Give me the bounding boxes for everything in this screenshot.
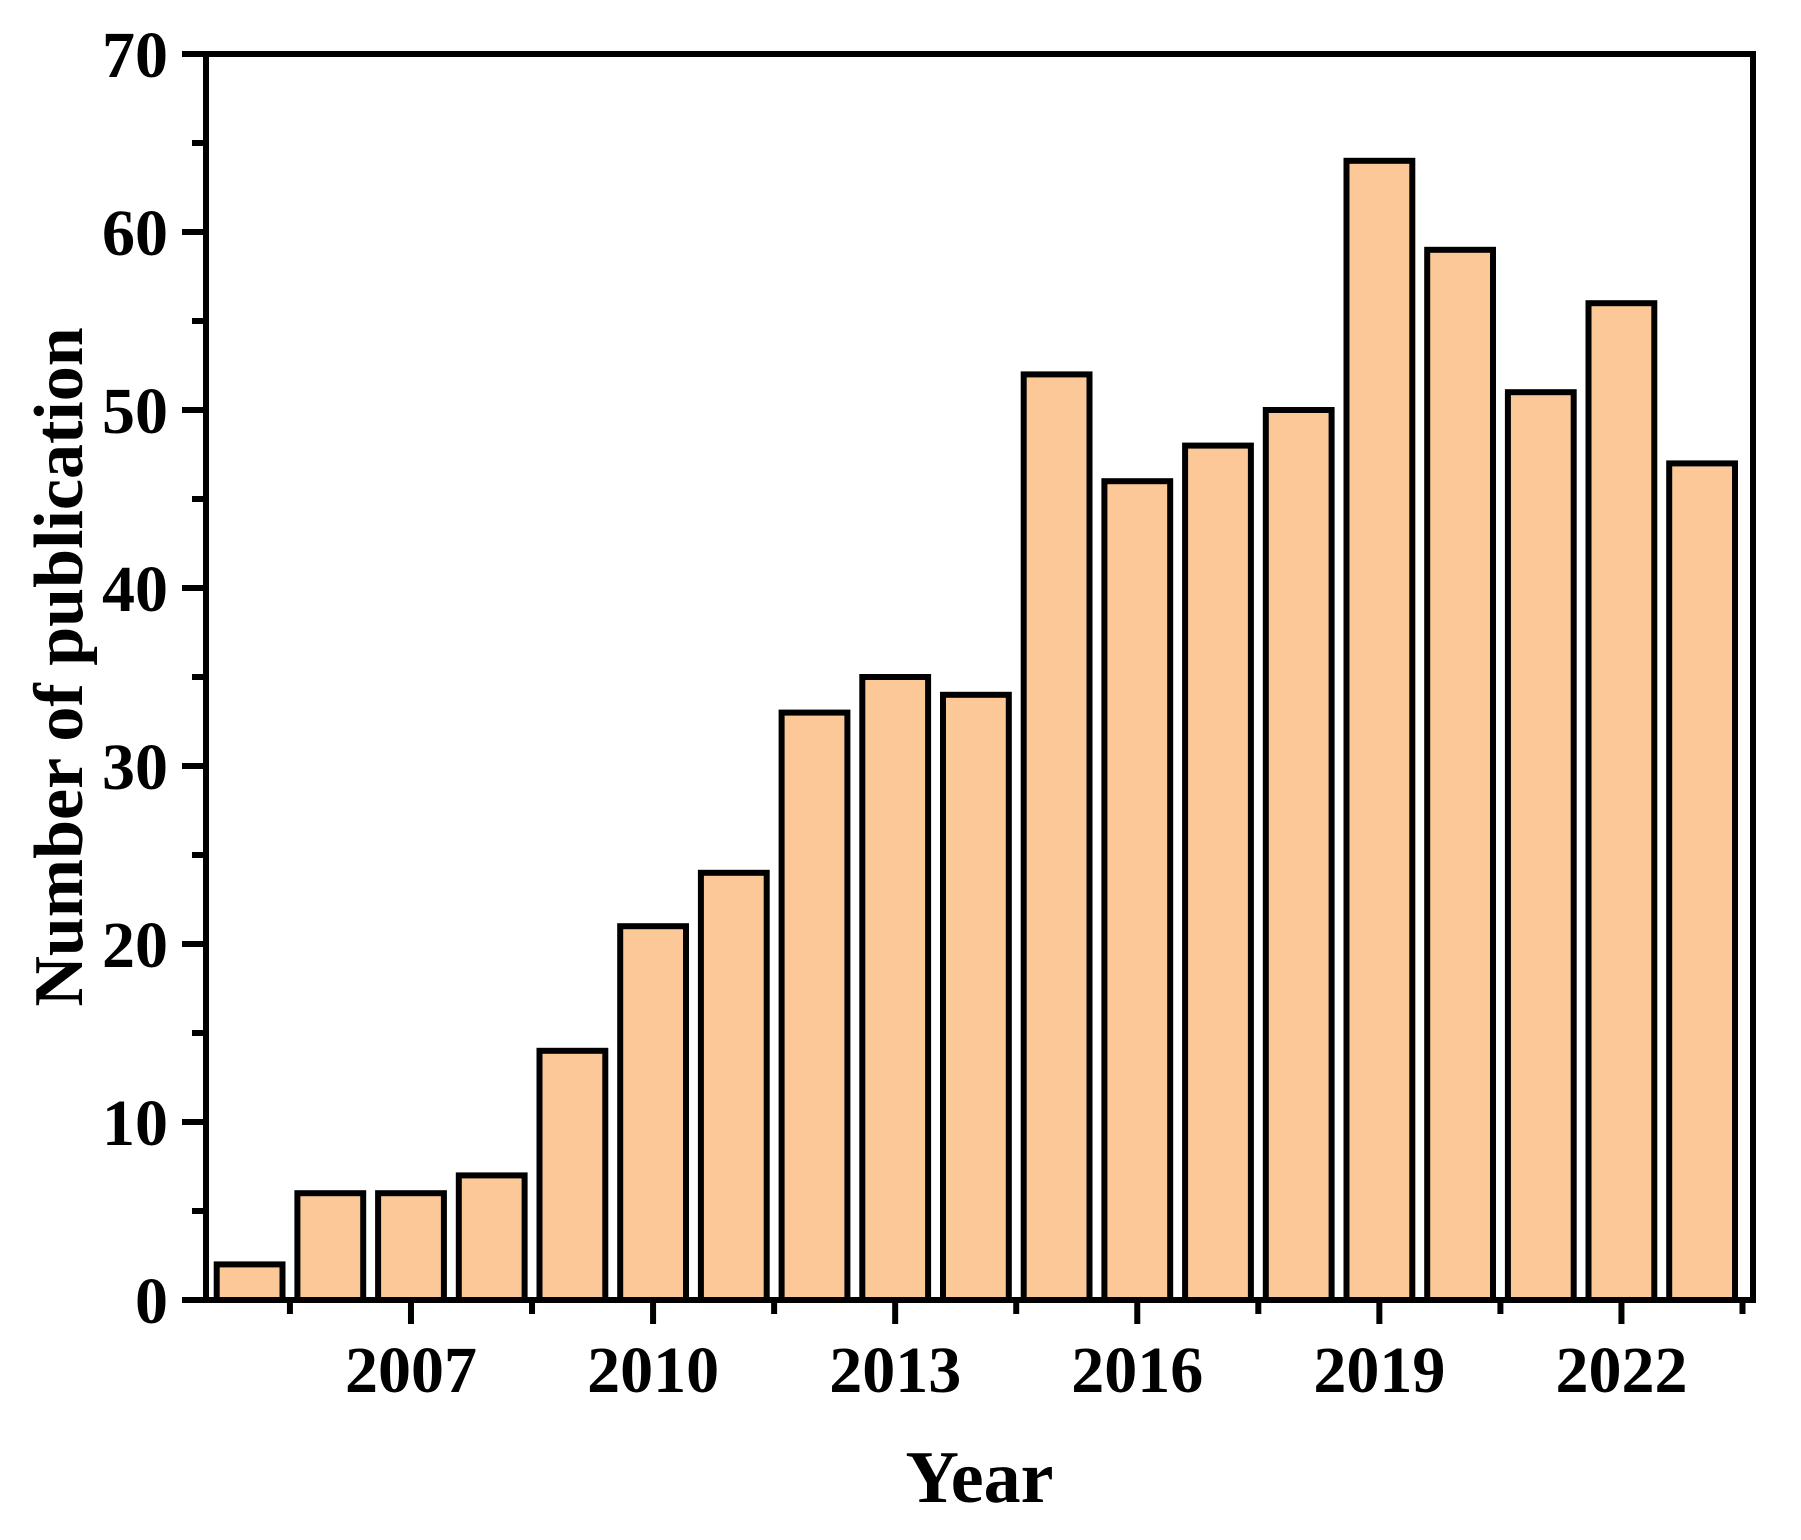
plot-frame [203,51,1756,1303]
bar-2018 [1262,407,1335,1303]
bar-2022 [1585,300,1658,1303]
y-tick-label-50: 50 [102,375,168,448]
bar-2012 [778,709,851,1303]
bar-2019 [1343,157,1416,1303]
x-tick-label-2007: 2007 [345,1334,477,1407]
bar-2017 [1182,442,1254,1304]
y-tick-label-20: 20 [102,909,168,982]
x-tick-label-2013: 2013 [829,1334,961,1407]
bar-2021 [1504,389,1577,1303]
bar-2005 [213,1261,286,1304]
bar-2011 [697,869,770,1303]
y-tick-label-10: 10 [102,1087,168,1160]
bar-2016 [1101,478,1174,1303]
bar-2020 [1424,246,1496,1303]
bar-2013 [859,674,932,1303]
y-tick-label-0: 0 [135,1265,168,1338]
x-tick-label-2022: 2022 [1556,1334,1688,1407]
bar-2014 [940,691,1012,1303]
bar-2009 [536,1047,609,1304]
bar-2007 [375,1190,447,1303]
bar-2006 [294,1190,367,1303]
y-tick-label-70: 70 [102,19,168,92]
bar-2010 [617,923,690,1303]
x-tick-label-2016: 2016 [1071,1334,1203,1407]
y-tick-label-30: 30 [102,731,168,804]
x-tick-label-2019: 2019 [1313,1334,1445,1407]
y-tick-label-60: 60 [102,197,168,270]
bar-2008 [455,1172,528,1304]
bar-2023 [1666,460,1738,1303]
x-tick-label-2010: 2010 [587,1334,719,1407]
y-axis-title: Number of publication [21,327,98,1006]
y-tick-label-40: 40 [102,553,168,626]
bar-2015 [1020,371,1093,1303]
x-axis-title: Year [906,1437,1054,1519]
